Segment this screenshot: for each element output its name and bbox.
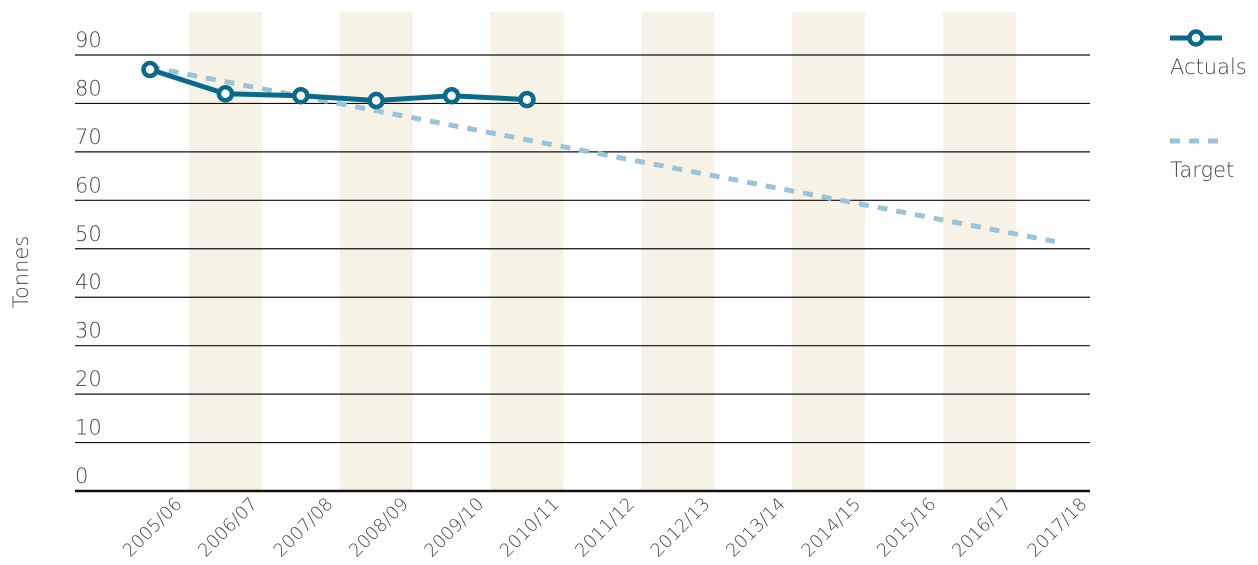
- legend-label: Target: [1170, 158, 1234, 182]
- x-tick-label: 2005/06: [119, 494, 187, 562]
- y-tick-label: 70: [75, 125, 102, 149]
- y-tick-label: 0: [75, 464, 88, 488]
- y-tick-label: 90: [75, 28, 102, 52]
- legend-marker: [1187, 29, 1205, 47]
- band: [490, 12, 564, 491]
- x-tick-label: 2008/09: [345, 494, 413, 562]
- y-axis-label: Tonnes: [9, 236, 33, 309]
- marker: [367, 91, 385, 110]
- x-tick-label: 2011/12: [571, 494, 639, 562]
- y-tick-label: 80: [75, 76, 102, 100]
- x-tick-label: 2009/10: [420, 494, 488, 562]
- marker: [292, 86, 310, 105]
- y-tick-label: 20: [75, 367, 102, 391]
- legend-label: Actuals: [1170, 55, 1247, 79]
- y-tick-label: 50: [75, 222, 102, 246]
- x-tick-label: 2017/18: [1024, 494, 1092, 562]
- y-tick-label: 30: [75, 319, 102, 343]
- x-tick-label: 2014/15: [797, 494, 865, 562]
- x-tick-label: 2007/08: [270, 494, 338, 562]
- band: [942, 12, 1016, 491]
- x-tick-label: 2012/13: [647, 494, 715, 562]
- series-line: [149, 67, 528, 104]
- x-tick-label: 2015/16: [873, 494, 941, 562]
- y-tick-label: 40: [75, 270, 102, 294]
- y-tick-label: 10: [75, 416, 102, 440]
- x-tick-label: 2013/14: [722, 494, 790, 562]
- marker: [442, 86, 461, 105]
- band: [792, 12, 866, 491]
- x-tick-label: 2006/07: [194, 494, 262, 562]
- band: [339, 12, 413, 491]
- marker: [216, 85, 235, 103]
- x-tick-label: 2016/17: [948, 494, 1016, 562]
- marker: [518, 90, 536, 109]
- y-tick-label: 60: [75, 173, 102, 197]
- x-tick-label: 2010/11: [496, 494, 564, 562]
- band: [641, 12, 715, 491]
- marker: [141, 60, 159, 79]
